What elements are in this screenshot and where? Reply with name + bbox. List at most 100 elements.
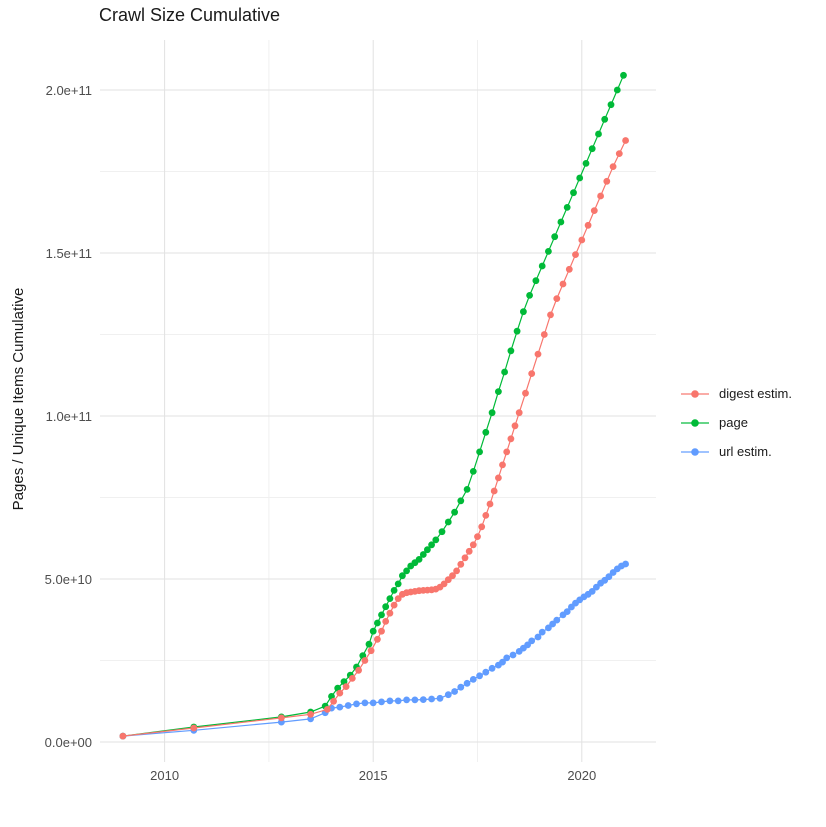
data-point (528, 370, 536, 377)
data-point (432, 536, 440, 544)
data-point (411, 696, 419, 704)
legend-item: url estim. (680, 437, 792, 466)
data-point (469, 468, 477, 475)
data-point (528, 637, 536, 645)
data-point (403, 567, 410, 575)
data-point (507, 347, 515, 355)
y-tick-label: 5.0e+10 (44, 572, 92, 587)
data-point (499, 658, 506, 666)
data-point (382, 618, 390, 625)
data-point (488, 664, 496, 672)
data-point (503, 654, 511, 662)
data-point (469, 541, 477, 549)
data-point (545, 248, 552, 255)
y-axis-title: Pages / Unique Items Cumulative (10, 287, 27, 511)
data-point (336, 703, 344, 711)
data-point (451, 508, 458, 516)
data-point (563, 204, 571, 211)
data-point (538, 262, 546, 270)
data-point (513, 327, 521, 335)
data-point (457, 560, 465, 568)
data-point (361, 699, 369, 707)
data-point (595, 130, 602, 138)
data-point (330, 697, 337, 705)
data-point (620, 71, 627, 79)
legend-key-icon (681, 447, 709, 456)
data-point (607, 101, 615, 109)
data-point (551, 233, 559, 241)
data-point (570, 189, 577, 197)
data-point (394, 595, 402, 602)
data-point (476, 672, 483, 680)
data-point (622, 560, 629, 568)
data-point (369, 699, 377, 707)
y-tick-label: 1.5e+11 (45, 246, 92, 261)
data-point (378, 611, 385, 619)
data-point (403, 696, 410, 704)
data-point (615, 150, 623, 158)
data-point (307, 710, 314, 718)
data-point (488, 409, 496, 417)
data-point (390, 587, 398, 594)
legend-label: url estim. (719, 444, 772, 459)
data-point (576, 174, 584, 182)
data-point (361, 657, 369, 664)
data-point (476, 448, 483, 456)
data-point (463, 679, 471, 687)
y-tick-label: 2.0e+11 (45, 83, 92, 98)
chart-title: Crawl Size Cumulative (99, 5, 281, 25)
data-point (590, 207, 598, 215)
data-point (449, 572, 456, 580)
data-point (428, 541, 435, 549)
data-point (461, 554, 469, 562)
data-point (588, 588, 596, 595)
data-point (344, 702, 352, 709)
data-point (386, 609, 394, 617)
data-point (601, 115, 609, 123)
data-point (453, 567, 460, 575)
data-point (378, 627, 385, 635)
data-point (348, 675, 356, 682)
data-point (119, 732, 127, 740)
data-point (374, 619, 381, 627)
data-point (367, 647, 375, 655)
data-point (323, 706, 331, 713)
data-point (540, 331, 548, 338)
data-point (532, 277, 540, 285)
data-point (511, 422, 519, 430)
data-point (355, 666, 362, 674)
data-point (399, 572, 406, 580)
data-point (490, 487, 498, 495)
data-point (609, 163, 617, 171)
data-point (522, 389, 529, 397)
data-point (474, 533, 481, 540)
data-point (440, 580, 448, 588)
data-point (509, 651, 517, 659)
data-point (578, 236, 586, 244)
data-point (538, 628, 546, 636)
data-point (469, 676, 477, 683)
data-point (415, 556, 423, 563)
data-point (394, 580, 402, 588)
data-point (353, 700, 360, 708)
x-tick-label: 2015 (358, 768, 388, 783)
data-point (515, 409, 523, 417)
data-point (336, 689, 344, 697)
data-point (547, 311, 554, 319)
data-point (374, 635, 381, 643)
legend: digest estim. page url estim. (680, 379, 792, 466)
data-point (465, 547, 473, 555)
series-line-page (122, 75, 625, 737)
data-point (438, 528, 446, 536)
data-point (597, 192, 604, 200)
data-point (451, 688, 458, 695)
data-point (499, 461, 506, 469)
data-point (457, 497, 465, 505)
data-point (369, 627, 377, 635)
legend-key-icon (681, 389, 709, 398)
data-point (534, 350, 542, 358)
y-tick-label: 0.0e+00 (44, 735, 92, 750)
data-point (457, 683, 465, 691)
data-point (526, 292, 533, 299)
